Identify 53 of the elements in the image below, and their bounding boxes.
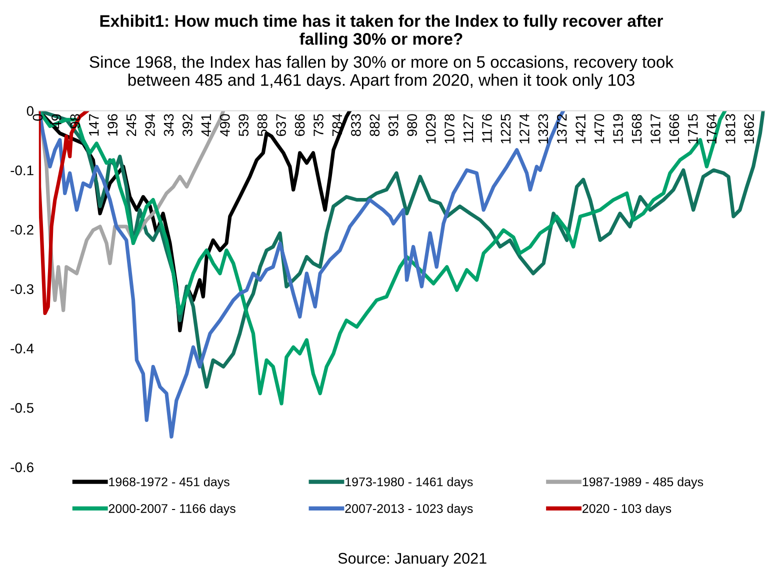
x-tick-label: 1274: [520, 114, 530, 144]
x-tick-label: 1715: [688, 114, 698, 144]
x-tick-label: 980: [407, 114, 418, 136]
x-tick-label: 1470: [594, 114, 604, 144]
legend-label: 1973-1980 - 1461 days: [346, 477, 473, 489]
x-tick-label: 1176: [482, 114, 492, 142]
x-tick-label: 1568: [632, 114, 642, 144]
x-tick-label: 392: [182, 114, 192, 136]
x-tick-label: 490: [220, 114, 230, 136]
y-tick-label: -0.5: [10, 402, 34, 413]
x-tick-label: 1127: [463, 114, 474, 142]
x-tick-label: 245: [126, 114, 136, 136]
y-tick-label: -0.6: [10, 462, 34, 472]
legend-label: 1968-1972 - 451 days: [109, 477, 230, 489]
y-tick-label: -0.3: [10, 284, 34, 294]
x-tick-label: 1078: [444, 114, 454, 144]
y-tick-label: -0.4: [10, 344, 34, 354]
x-tick-label: 1323: [538, 114, 548, 144]
y-tick-label: -0.1: [10, 165, 34, 176]
x-tick-label: 1764: [706, 114, 717, 144]
x-tick-label: 0: [32, 114, 43, 121]
x-tick-label: 441: [201, 114, 211, 136]
x-tick-label: 539: [238, 114, 249, 136]
x-tick-label: 1421: [576, 114, 586, 144]
x-tick-label: 1862: [744, 114, 754, 144]
x-tick-label: 49: [52, 114, 62, 129]
x-tick-label: 1029: [426, 114, 436, 144]
x-tick-label: 147: [89, 114, 99, 136]
x-tick-label: 343: [164, 114, 174, 136]
x-tick-label: 1666: [669, 114, 680, 144]
x-tick-label: 196: [108, 114, 118, 136]
x-tick-label: 1372: [556, 114, 567, 144]
legend-label: 2000-2007 - 1166 days: [108, 504, 236, 516]
x-tick-label: 833: [351, 114, 361, 136]
source-note: Source: January 2021: [338, 552, 486, 567]
x-tick-label: 98: [70, 114, 80, 128]
x-tick-label: 294: [145, 114, 155, 136]
x-tick-label: 1519: [613, 114, 623, 144]
x-tick-label: 882: [370, 114, 380, 136]
y-tick-label: 0: [26, 106, 34, 116]
x-tick-label: 1225: [500, 114, 511, 144]
x-tick-label: 735: [314, 114, 324, 136]
legend-label: 2007-2013 - 1023 days: [345, 504, 473, 516]
x-tick-label: 931: [388, 114, 398, 136]
chart-subtitle: Since 1968, the Index has fallen by 30% or more on 5 occasions, recovery took between 485 and 1,461 days. Apart from 2020, when it took only 103: [90, 56, 674, 90]
x-tick-label: 1617: [650, 114, 660, 144]
legend-label: 2020 - 103 days: [582, 504, 672, 516]
x-tick-label: 1813: [725, 114, 736, 144]
y-tick-label: -0.2: [10, 224, 34, 235]
x-tick-label: 637: [276, 114, 286, 136]
chart-title: Exhibit1: How much time has it taken for the Index to fully recover after falling 30% or more?: [100, 14, 663, 48]
legend-label: 1987-1989 - 485 days: [582, 477, 704, 489]
x-tick-label: 686: [294, 114, 305, 136]
